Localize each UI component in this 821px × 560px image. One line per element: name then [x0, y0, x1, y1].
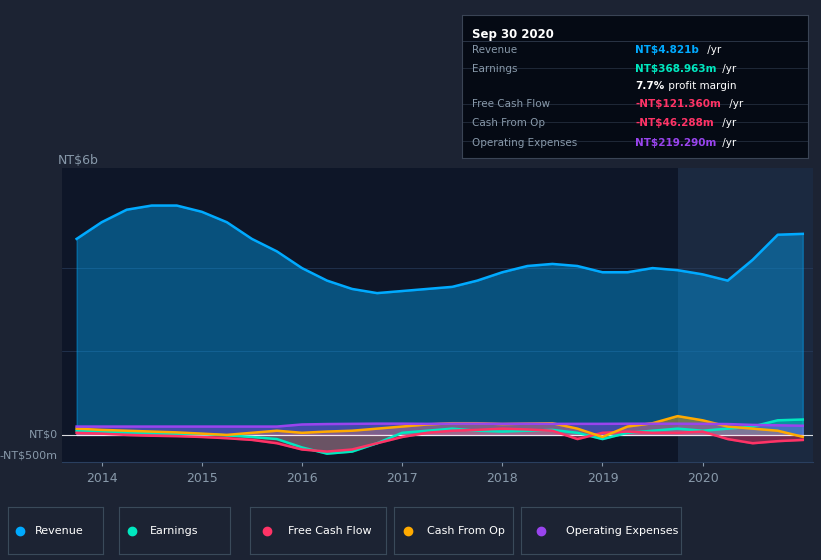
Text: NT$6b: NT$6b: [57, 154, 99, 167]
Text: /yr: /yr: [718, 138, 736, 148]
Text: NT$219.290m: NT$219.290m: [635, 138, 717, 148]
Text: /yr: /yr: [704, 45, 721, 55]
Text: Free Cash Flow: Free Cash Flow: [288, 526, 372, 535]
Text: Free Cash Flow: Free Cash Flow: [472, 99, 551, 109]
Text: /yr: /yr: [718, 118, 736, 128]
Text: Cash From Op: Cash From Op: [472, 118, 545, 128]
Text: NT$0: NT$0: [29, 430, 57, 440]
Text: -NT$500m: -NT$500m: [0, 451, 57, 461]
Text: /yr: /yr: [727, 99, 744, 109]
Text: NT$368.963m: NT$368.963m: [635, 64, 717, 73]
Text: profit margin: profit margin: [666, 81, 737, 91]
Text: Revenue: Revenue: [472, 45, 517, 55]
Text: Earnings: Earnings: [472, 64, 518, 73]
Text: Revenue: Revenue: [34, 526, 84, 535]
Text: NT$4.821b: NT$4.821b: [635, 45, 699, 55]
Text: Earnings: Earnings: [150, 526, 199, 535]
Text: -NT$121.360m: -NT$121.360m: [635, 99, 721, 109]
Text: 7.7%: 7.7%: [635, 81, 664, 91]
Text: Cash From Op: Cash From Op: [428, 526, 505, 535]
Text: Operating Expenses: Operating Expenses: [472, 138, 578, 148]
Bar: [677, 168, 813, 462]
Text: Operating Expenses: Operating Expenses: [566, 526, 678, 535]
Text: Sep 30 2020: Sep 30 2020: [472, 28, 554, 41]
Text: -NT$46.288m: -NT$46.288m: [635, 118, 713, 128]
Text: /yr: /yr: [718, 64, 736, 73]
